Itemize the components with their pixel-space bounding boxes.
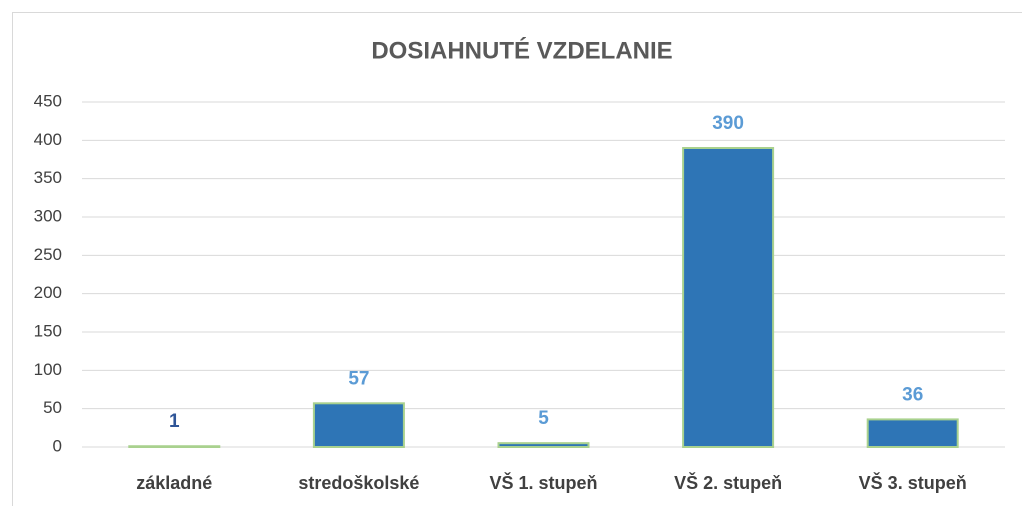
x-tick-label: VŠ 2. stupeň <box>674 472 782 493</box>
data-label: 390 <box>712 113 744 134</box>
bar <box>682 147 775 448</box>
y-tick-label: 200 <box>34 283 62 302</box>
data-label: 5 <box>538 408 549 429</box>
bar <box>497 442 590 448</box>
x-tick-label: VŠ 1. stupeň <box>489 472 597 493</box>
data-label: 57 <box>348 368 369 389</box>
bar <box>312 402 405 448</box>
y-tick-label: 300 <box>34 206 62 225</box>
y-tick-label: 150 <box>34 321 62 340</box>
x-tick-label: stredoškolské <box>298 473 419 493</box>
data-label: 1 <box>169 411 180 432</box>
y-tick-label: 100 <box>34 360 62 379</box>
x-tick-label: základné <box>136 473 212 493</box>
chart-title: DOSIAHNUTÉ VZDELANIE <box>371 36 672 64</box>
x-tick-label: VŠ 3. stupeň <box>859 472 967 493</box>
y-tick-label: 400 <box>34 130 62 149</box>
y-tick-label: 250 <box>34 245 62 264</box>
bar <box>128 445 221 449</box>
chart-border <box>12 12 1022 506</box>
y-tick-label: 0 <box>53 436 62 455</box>
y-tick-label: 350 <box>34 168 62 187</box>
y-tick-label: 50 <box>43 398 62 417</box>
data-label: 36 <box>902 384 923 405</box>
bar <box>866 418 959 448</box>
y-tick-label: 450 <box>34 91 62 110</box>
